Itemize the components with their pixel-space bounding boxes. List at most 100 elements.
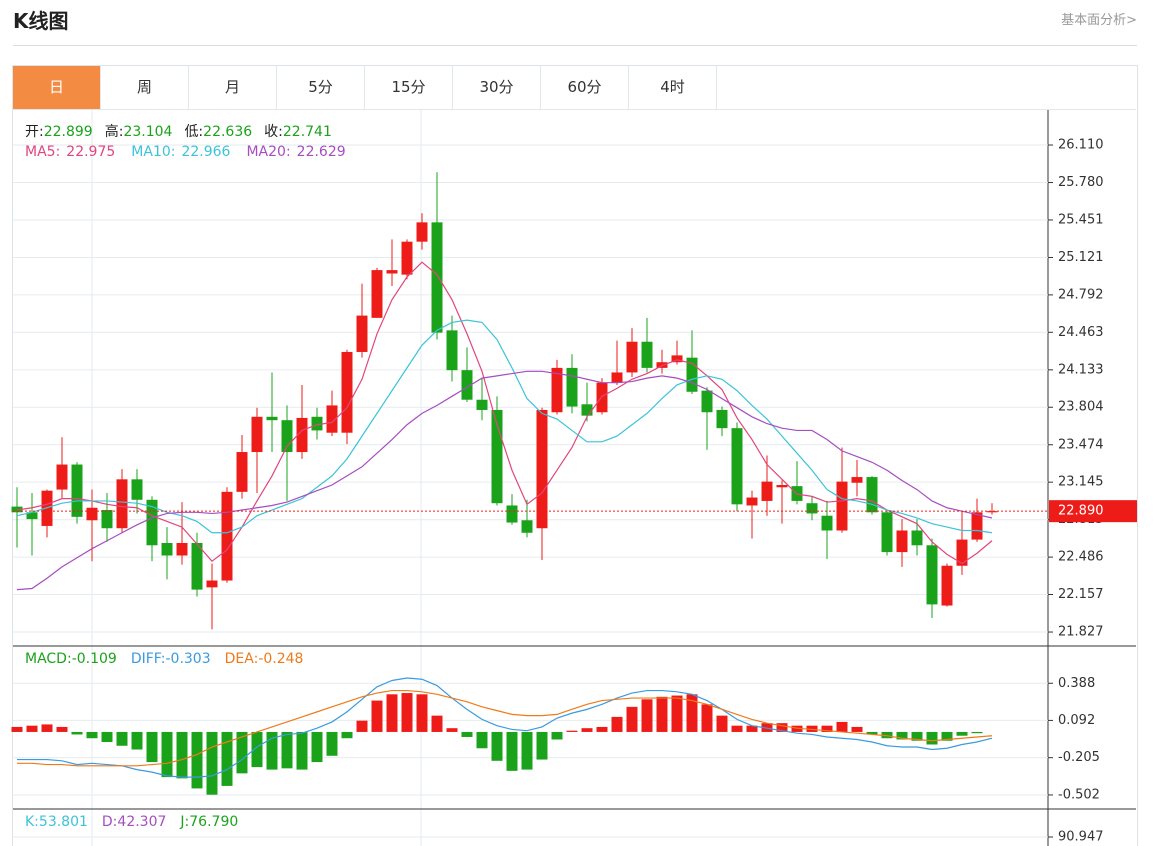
candle-body bbox=[26, 512, 38, 520]
candle-body bbox=[236, 452, 248, 492]
candle-body bbox=[161, 543, 173, 556]
candle-body bbox=[686, 357, 698, 392]
macd-bar bbox=[491, 731, 503, 761]
legend-name: MA5: bbox=[25, 144, 61, 160]
macd-bar bbox=[866, 731, 878, 735]
candle-body bbox=[371, 270, 383, 318]
macd-bar bbox=[461, 731, 473, 737]
legend-name: MA20: bbox=[246, 144, 291, 160]
candle-body bbox=[491, 409, 503, 504]
y-tick-label: 90.947 bbox=[1058, 829, 1104, 844]
macd-line bbox=[17, 677, 993, 778]
macd-bar bbox=[821, 725, 833, 732]
candle-body bbox=[266, 416, 278, 421]
macd-bar bbox=[566, 730, 578, 732]
candle-body bbox=[566, 367, 578, 407]
macd-bar bbox=[206, 731, 218, 795]
macd-bar bbox=[926, 731, 938, 745]
period-tab[interactable]: 30分 bbox=[453, 66, 541, 109]
candle-body bbox=[716, 409, 728, 429]
macd-bar bbox=[536, 731, 548, 760]
candle-body bbox=[581, 404, 593, 416]
candle-body bbox=[176, 543, 188, 556]
macd-bar bbox=[626, 706, 638, 732]
candle-body bbox=[251, 416, 263, 453]
info-value: 22.741 bbox=[282, 124, 332, 140]
candle-body bbox=[671, 355, 683, 363]
info-value: 22.899 bbox=[43, 124, 93, 140]
legend-value: 22.966 bbox=[181, 144, 231, 160]
candle-body bbox=[596, 382, 608, 413]
candle-body bbox=[101, 510, 113, 529]
candle-body bbox=[911, 530, 923, 546]
y-tick-label: 22.486 bbox=[1058, 550, 1104, 565]
macd-bar bbox=[431, 715, 443, 732]
candle-body bbox=[461, 370, 473, 400]
macd-bar bbox=[506, 731, 518, 771]
legend-value: 76.790 bbox=[189, 814, 239, 830]
legend-name: MACD: bbox=[25, 651, 72, 667]
ma-legend: MA5: 22.975 MA10: 22.966 MA20: 22.629 bbox=[25, 144, 362, 160]
macd-bar bbox=[266, 731, 278, 770]
macd-bar bbox=[836, 721, 848, 732]
candle-body bbox=[476, 399, 488, 410]
period-tab[interactable]: 日 bbox=[13, 66, 101, 109]
y-tick-label: 26.110 bbox=[1058, 138, 1104, 153]
macd-bar bbox=[101, 731, 113, 742]
macd-bar bbox=[761, 723, 773, 732]
macd-bar bbox=[641, 699, 653, 732]
macd-bar bbox=[26, 725, 38, 732]
y-tick-label: -0.502 bbox=[1058, 787, 1100, 802]
period-tab[interactable]: 15分 bbox=[365, 66, 453, 109]
y-tick-label: 23.474 bbox=[1058, 437, 1104, 452]
candle-body bbox=[881, 512, 893, 553]
candle-body bbox=[431, 222, 443, 333]
kdj-legend: K:53.801 D:42.307 J:76.790 bbox=[25, 814, 252, 830]
candle-body bbox=[551, 367, 563, 413]
candle-body bbox=[611, 372, 623, 383]
y-tick-label: 24.463 bbox=[1058, 325, 1104, 340]
macd-bar bbox=[236, 731, 248, 774]
period-tabs: 日周月 5分 15分 30分 60分 4时 bbox=[13, 66, 717, 109]
macd-bar bbox=[521, 731, 533, 770]
chart-frame bbox=[12, 65, 1138, 846]
candle-body bbox=[746, 497, 758, 506]
macd-line bbox=[17, 689, 993, 767]
y-tick-label: 25.121 bbox=[1058, 250, 1104, 265]
candle-body bbox=[506, 505, 518, 523]
price-tag bbox=[1049, 500, 1137, 523]
macd-bar bbox=[791, 725, 803, 732]
legend-value: 22.975 bbox=[66, 144, 116, 160]
macd-bar bbox=[731, 725, 743, 732]
macd-bar bbox=[176, 731, 188, 779]
divider bbox=[13, 45, 1137, 46]
period-tab[interactable]: 4时 bbox=[629, 66, 717, 109]
info-label: 收: bbox=[264, 124, 283, 140]
legend-value: 42.307 bbox=[117, 814, 167, 830]
period-tab[interactable]: 60分 bbox=[541, 66, 629, 109]
macd-bar bbox=[701, 704, 713, 732]
legend-value: 53.801 bbox=[38, 814, 88, 830]
candle-body bbox=[626, 341, 638, 373]
candle-body bbox=[896, 530, 908, 553]
fundamentals-link[interactable]: 基本面分析> bbox=[1061, 13, 1137, 28]
candle-body bbox=[806, 503, 818, 514]
legend-name: D: bbox=[101, 814, 118, 830]
period-tab[interactable]: 5分 bbox=[277, 66, 365, 109]
macd-bar bbox=[311, 731, 323, 763]
legend-name: MA10: bbox=[131, 144, 176, 160]
macd-bar bbox=[941, 731, 953, 741]
y-tick-label: 0.388 bbox=[1058, 676, 1095, 691]
macd-bar bbox=[956, 731, 968, 736]
candle-body bbox=[731, 428, 743, 505]
candle-body bbox=[281, 420, 293, 453]
macd-bar bbox=[146, 731, 158, 763]
candle-body bbox=[851, 477, 863, 483]
period-tab[interactable]: 周 bbox=[101, 66, 189, 109]
y-tick-label: 22.157 bbox=[1058, 587, 1104, 602]
ma-line bbox=[16, 261, 993, 565]
period-tab[interactable]: 月 bbox=[189, 66, 277, 109]
macd-bar bbox=[476, 731, 488, 749]
macd-bar bbox=[581, 728, 593, 732]
